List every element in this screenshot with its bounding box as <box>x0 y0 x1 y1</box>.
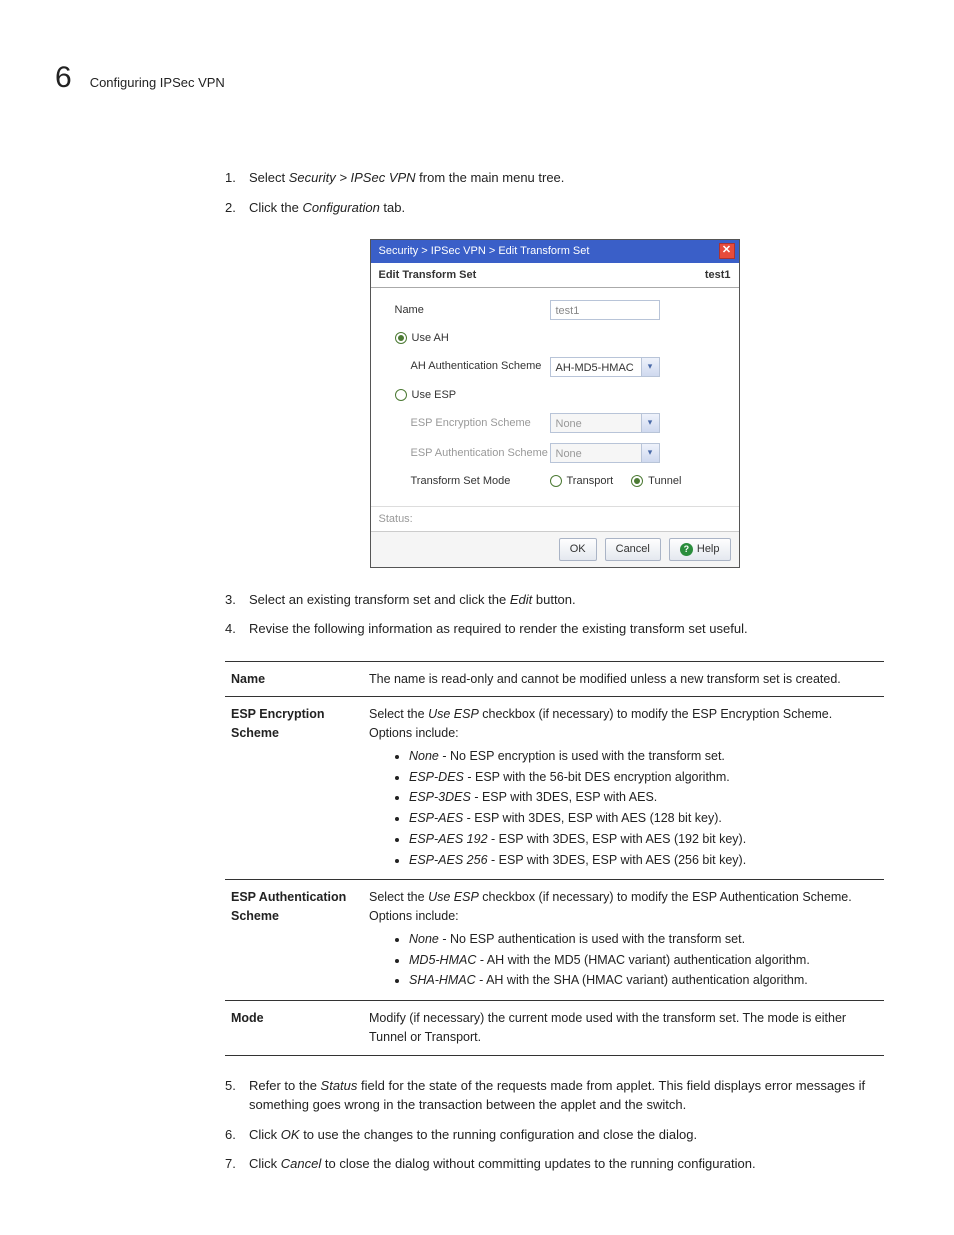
dialog-titlebar: Security > IPSec VPN > Edit Transform Se… <box>371 240 739 263</box>
transform-mode-label: Transform Set Mode <box>395 473 550 490</box>
chevron-down-icon: ▾ <box>642 443 660 463</box>
use-ah-label: Use AH <box>412 330 449 347</box>
use-esp-radio[interactable]: Use ESP <box>395 387 729 404</box>
steps-top: 1.Select Security > IPSec VPN from the m… <box>225 168 884 217</box>
page-title: Configuring IPSec VPN <box>90 73 225 93</box>
select-value: None <box>550 413 642 433</box>
chevron-down-icon: ▾ <box>642 413 660 433</box>
radio-icon <box>631 475 643 487</box>
table-row: NameThe name is read-only and cannot be … <box>225 661 884 697</box>
transport-radio[interactable]: Transport <box>550 473 614 490</box>
help-label: Help <box>697 541 720 558</box>
step-item: 3.Select an existing transform set and c… <box>225 590 884 610</box>
step-item: 7.Click Cancel to close the dialog witho… <box>225 1154 884 1174</box>
status-label: Status: <box>371 506 739 532</box>
dialog-body: Name test1 Use AH AH Authentication Sche… <box>371 288 739 506</box>
select-value: None <box>550 443 642 463</box>
cancel-button[interactable]: Cancel <box>605 538 661 561</box>
help-button[interactable]: ? Help <box>669 538 731 561</box>
ah-auth-scheme-select[interactable]: AH-MD5-HMAC ▾ <box>550 357 660 377</box>
chevron-down-icon: ▾ <box>642 357 660 377</box>
name-label: Name <box>395 302 550 319</box>
dialog-subtitle: Edit Transform Set <box>379 267 477 284</box>
radio-icon <box>395 332 407 344</box>
close-icon[interactable]: ✕ <box>719 243 735 259</box>
radio-icon <box>395 389 407 401</box>
step-item: 4.Revise the following information as re… <box>225 619 884 639</box>
help-icon: ? <box>680 543 693 556</box>
table-row: ESP Authentication SchemeSelect the Use … <box>225 880 884 1001</box>
use-ah-radio[interactable]: Use AH <box>395 330 729 347</box>
dialog-subheader: Edit Transform Set test1 <box>371 263 739 289</box>
esp-auth-scheme-select: None ▾ <box>550 443 660 463</box>
tunnel-radio[interactable]: Tunnel <box>631 473 681 490</box>
edit-transform-dialog: Security > IPSec VPN > Edit Transform Se… <box>370 239 740 568</box>
page-number: 6 <box>55 55 72 100</box>
table-row: ESP Encryption SchemeSelect the Use ESP … <box>225 697 884 880</box>
page-header: 6 Configuring IPSec VPN <box>55 55 894 100</box>
dialog-footer: OK Cancel ? Help <box>371 531 739 567</box>
ah-auth-scheme-label: AH Authentication Scheme <box>395 358 550 375</box>
step-item: 2.Click the Configuration tab. <box>225 198 884 218</box>
esp-enc-scheme-label: ESP Encryption Scheme <box>395 415 550 432</box>
step-item: 6.Click OK to use the changes to the run… <box>225 1125 884 1145</box>
dialog-breadcrumb: Security > IPSec VPN > Edit Transform Se… <box>379 243 590 260</box>
steps-bottom: 5.Refer to the Status field for the stat… <box>225 1076 884 1174</box>
select-value: AH-MD5-HMAC <box>550 357 642 377</box>
step-item: 5.Refer to the Status field for the stat… <box>225 1076 884 1115</box>
radio-icon <box>550 475 562 487</box>
esp-auth-scheme-label: ESP Authentication Scheme <box>395 445 550 462</box>
esp-enc-scheme-select: None ▾ <box>550 413 660 433</box>
table-row: ModeModify (if necessary) the current mo… <box>225 1001 884 1056</box>
dialog-instance-name: test1 <box>705 267 731 284</box>
step-item: 1.Select Security > IPSec VPN from the m… <box>225 168 884 188</box>
ok-button[interactable]: OK <box>559 538 597 561</box>
content-column: 1.Select Security > IPSec VPN from the m… <box>55 168 894 1174</box>
use-esp-label: Use ESP <box>412 387 457 404</box>
parameter-table: NameThe name is read-only and cannot be … <box>225 661 884 1056</box>
name-input[interactable]: test1 <box>550 300 660 320</box>
steps-mid: 3.Select an existing transform set and c… <box>225 590 884 639</box>
